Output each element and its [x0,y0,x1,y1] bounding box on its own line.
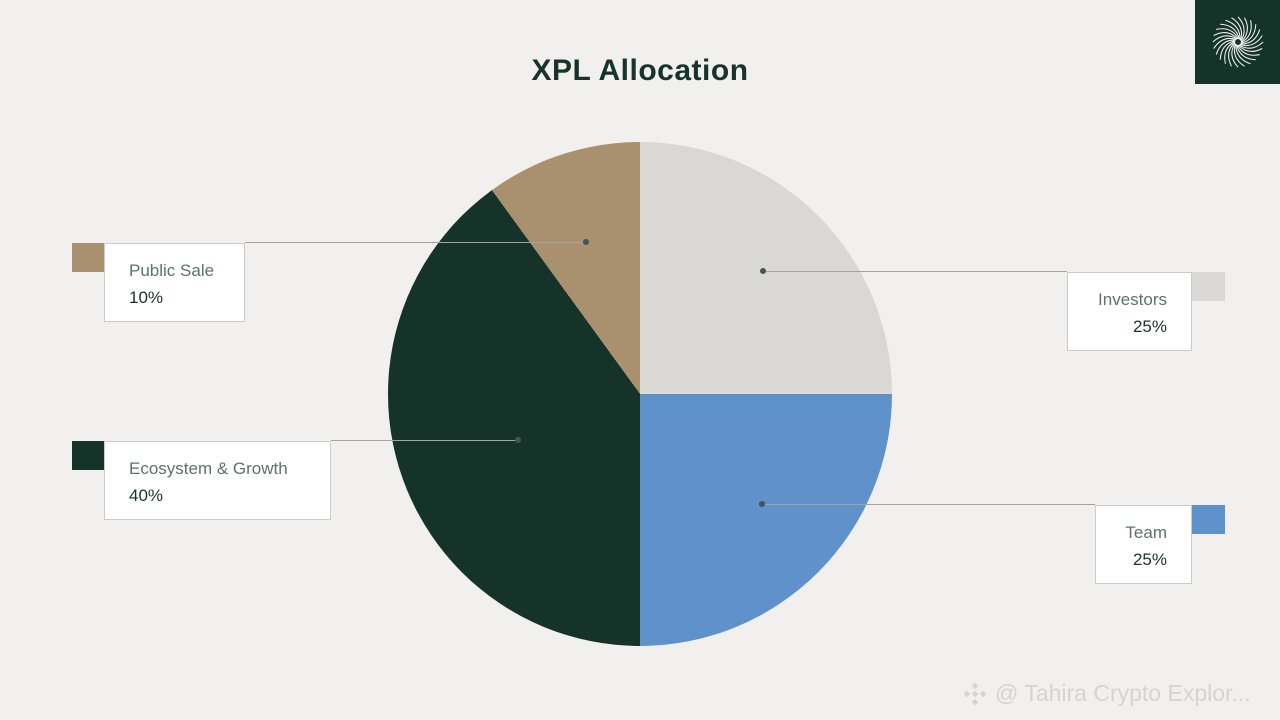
binance-diamond-icon [963,682,987,705]
callout-investors: Investors 25% [1067,272,1192,351]
slice-percent-investors: 25% [1132,317,1167,336]
slice-label-ecosystem: Ecosystem & Growth [129,459,288,478]
pie-chart [388,142,892,646]
slice-label-investors: Investors [1098,290,1167,309]
watermark-text: @ Tahira Crypto Explor... [995,680,1251,706]
watermark: @ Tahira Crypto Explor... [962,680,1251,707]
leader-dot-team [759,501,765,507]
slice-label-team: Team [1125,523,1167,542]
slice-percent-public-sale: 10% [129,288,164,307]
leader-line-public-sale [245,239,589,245]
slice-percent-team: 25% [1132,550,1167,569]
slice-label-public-sale: Public Sale [129,261,215,280]
leader-line-ecosystem [331,437,521,443]
leader-dot-ecosystem [515,437,521,443]
legend-chip-ecosystem [72,441,105,470]
callout-public-sale: Public Sale 10% [104,243,245,322]
chart-title: XPL Allocation [531,54,749,87]
legend-chip-investors [1192,272,1225,301]
leader-dot-public-sale [583,239,589,245]
slice-percent-ecosystem: 40% [129,486,164,505]
callout-ecosystem: Ecosystem & Growth 40% [104,441,331,520]
brand-logo-box [1195,0,1280,84]
callout-team: Team 25% [1095,505,1192,584]
iris-spiral-logo-icon [1211,15,1264,69]
leader-dot-investors [760,268,766,274]
leader-line-investors [760,268,1067,274]
legend-chip-team [1192,505,1225,534]
legend-chip-public-sale [72,243,105,272]
leader-line-team [759,501,1095,507]
